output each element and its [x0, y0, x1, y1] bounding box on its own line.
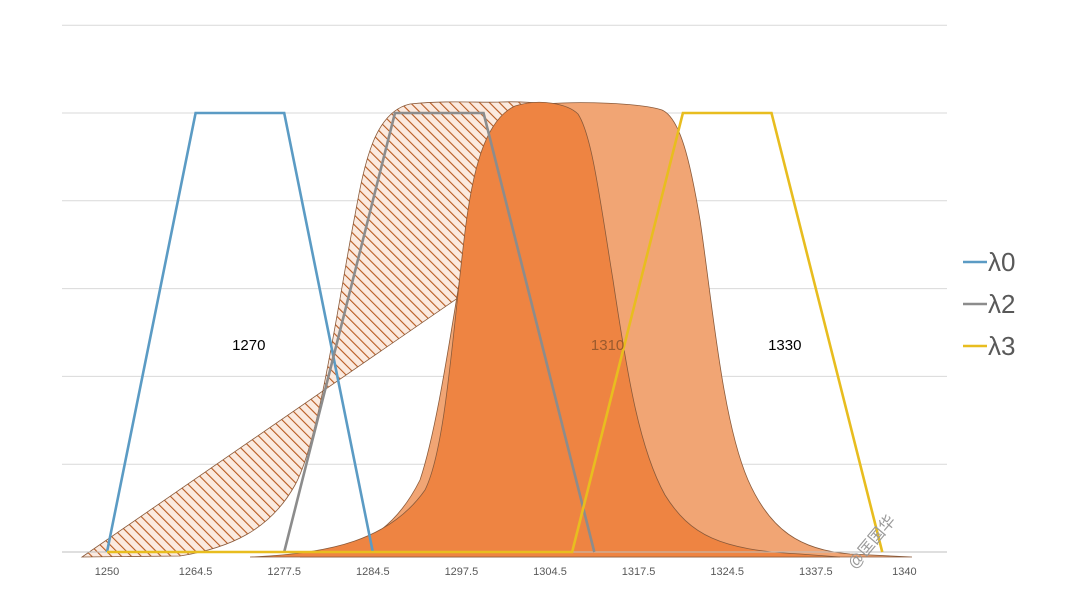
annotations: 1270 1310 1330 — [232, 337, 801, 354]
dark-orange-area — [249, 101, 841, 558]
annotation-label: 1330 — [768, 337, 801, 354]
legend-label: λ2 — [988, 289, 1015, 319]
annotation-label: 1270 — [232, 337, 265, 354]
series-line — [282, 111, 596, 553]
legend-label: λ0 — [988, 247, 1015, 277]
x-tick-label: 1284.5 — [356, 566, 390, 578]
x-tick-label: 1250 — [95, 566, 119, 578]
x-tick-label: 1337.5 — [799, 566, 833, 578]
series-lines — [105, 111, 884, 554]
x-tick-labels: 1250 1264.5 1277.5 1284.5 1297.5 1304.5 1317.5… — [95, 566, 917, 578]
watermark: @匡国华 — [844, 512, 899, 573]
x-tick-label: 1297.5 — [445, 566, 479, 578]
x-tick-label: 1317.5 — [622, 566, 656, 578]
x-tick-label: 1324.5 — [710, 566, 744, 578]
series-line — [105, 111, 375, 553]
x-tick-label: 1264.5 — [179, 566, 213, 578]
x-tick-label: 1304.5 — [533, 566, 567, 578]
x-tick-label: 1277.5 — [267, 566, 301, 578]
x-tick-label: 1340 — [892, 566, 916, 578]
series-line — [107, 111, 884, 554]
legend-label: λ3 — [988, 331, 1015, 361]
annotation-label: 1310 — [591, 337, 624, 354]
legend: λ0 λ2 λ3 — [963, 247, 1015, 361]
